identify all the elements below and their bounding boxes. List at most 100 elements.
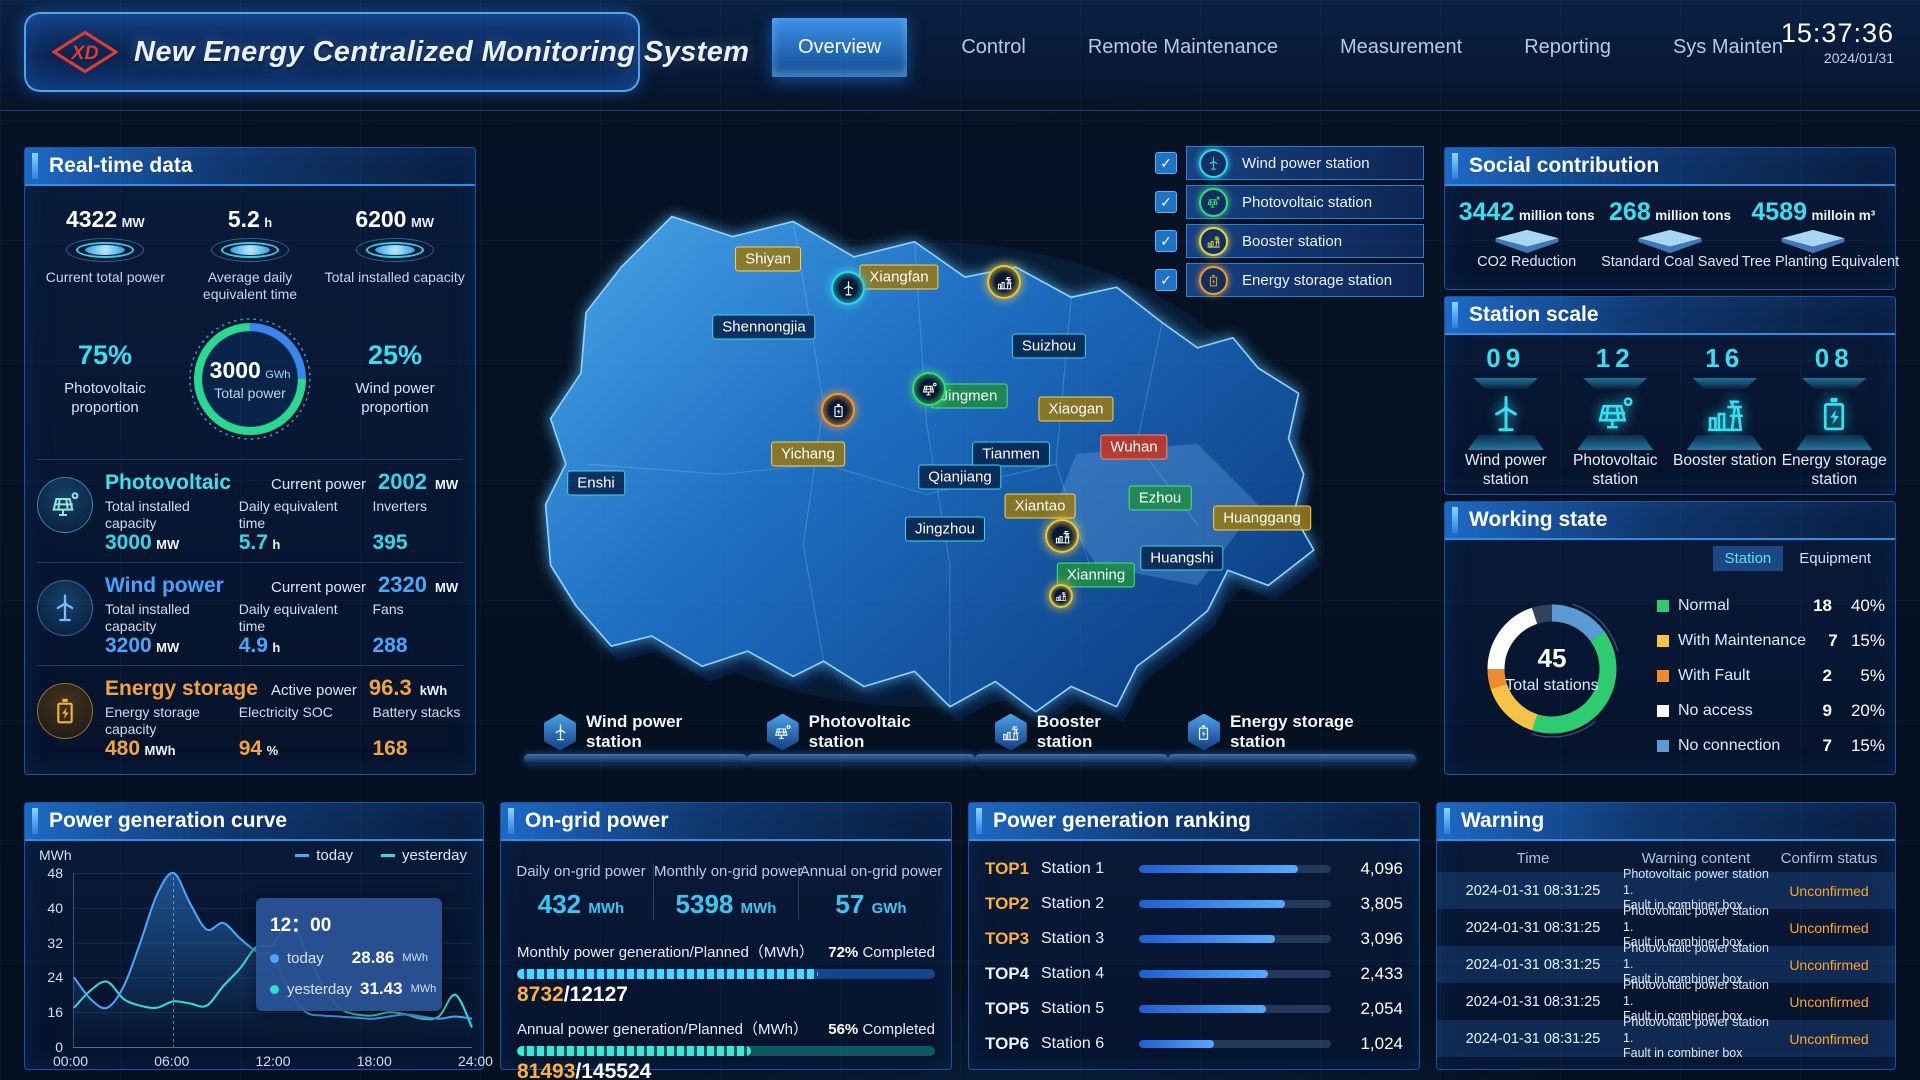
- map-legend-item: Wind power station: [524, 708, 747, 764]
- current-power-label: Current power: [271, 476, 367, 493]
- station-name: Station 6: [1041, 1034, 1105, 1052]
- ranking-bar: [1139, 934, 1331, 943]
- social-label: Standard Coal Saved: [1601, 254, 1739, 270]
- warning-status: Unconfirmed: [1789, 919, 1869, 936]
- warning-status: Unconfirmed: [1789, 993, 1869, 1010]
- station-filter-item[interactable]: Booster station: [1186, 224, 1424, 258]
- warning-row[interactable]: 2024-01-31 08:31:25 Photovoltaic power s…: [1437, 978, 1895, 1023]
- station-filter-checkbox[interactable]: ✓: [1155, 269, 1177, 291]
- station-scale-item: 09 Wind power station: [1451, 343, 1561, 489]
- y-tick: 0: [55, 1038, 63, 1055]
- section-stat: Total installed capacity 3000 MW: [105, 498, 190, 555]
- station-filter-item[interactable]: Photovoltaic station: [1186, 185, 1424, 219]
- ranking-value: 3,805: [1360, 893, 1403, 913]
- warning-content: Photovoltaic power station 1. Fault in c…: [1623, 978, 1769, 1024]
- progress-bar: [517, 1046, 935, 1056]
- social-unit: million tons: [1518, 208, 1595, 223]
- map-station-marker[interactable]: [987, 265, 1021, 299]
- series-dot: [270, 953, 279, 963]
- station-type-icon: [544, 713, 576, 751]
- disc-icon: [66, 238, 145, 262]
- warning-row[interactable]: 2024-01-31 08:31:25 Photovoltaic power s…: [1437, 904, 1895, 949]
- disc-icon: [211, 238, 289, 262]
- station-type-icon: [1199, 148, 1228, 178]
- stations-donut-chart: 45 Total stations: [1467, 584, 1637, 754]
- disc-icon: [355, 238, 434, 262]
- warning-row[interactable]: 2024-01-31 08:31:25 Photovoltaic power s…: [1437, 1015, 1895, 1060]
- progress-planned: /145524: [575, 1060, 652, 1080]
- pedestal-icon: [1495, 229, 1559, 254]
- x-tick: 24:00: [457, 1053, 493, 1069]
- social-stat: 4589 milloin m³ Tree Planting Equivalent: [1742, 198, 1899, 270]
- panel-ongrid-power: On-grid power Daily on-grid power 432 MW…: [500, 802, 952, 1080]
- station-filter-item[interactable]: Energy storage station: [1186, 263, 1424, 297]
- station-type-icon: [1571, 378, 1659, 450]
- y-axis-label: MWh: [39, 847, 72, 863]
- working-state-legend-row[interactable]: No connection 7 15%: [1657, 728, 1885, 763]
- map-station-marker[interactable]: [912, 372, 946, 406]
- social-value: 3442: [1458, 198, 1515, 226]
- warning-table-header: Time Warning content Confirm status: [1516, 850, 1878, 867]
- current-power-value: 2320: [378, 572, 427, 598]
- warning-content: Photovoltaic power station 1. Fault in c…: [1623, 904, 1769, 950]
- working-state-legend-row[interactable]: Normal 18 40%: [1657, 588, 1885, 623]
- series-legend-item[interactable]: today: [295, 847, 353, 864]
- map-station-marker[interactable]: [821, 393, 855, 427]
- station-filter-checkbox[interactable]: ✓: [1155, 152, 1177, 174]
- series-legend-item[interactable]: yesterday: [380, 847, 467, 864]
- map-station-marker[interactable]: [1045, 519, 1079, 553]
- city-label: Huangshi: [1140, 545, 1224, 571]
- app-title: New Energy Centralized Monitoring System: [134, 35, 750, 68]
- nav-item[interactable]: Measurement: [1339, 36, 1463, 58]
- section-stat: Daily equivalent time 5.7 h: [238, 498, 338, 555]
- station-name: Station 4: [1041, 964, 1105, 982]
- city-label: Shiyan: [735, 246, 801, 272]
- station-type-icon: [766, 713, 799, 751]
- station-scale-item: 16 Booster station: [1670, 343, 1780, 489]
- brand-icon: XD: [52, 30, 118, 74]
- warning-row[interactable]: 2024-01-31 08:31:25 Photovoltaic power s…: [1437, 867, 1895, 912]
- station-filter-item[interactable]: Wind power station: [1186, 146, 1424, 180]
- x-tick: 12:00: [255, 1053, 291, 1069]
- city-label: Wuhan: [1100, 434, 1168, 460]
- stat-label: Current total power: [45, 269, 165, 285]
- nav-item[interactable]: Sys Mainten: [1672, 36, 1784, 58]
- wind-proportion: 25% Wind power proportion: [355, 340, 435, 416]
- city-label: Huanggang: [1213, 505, 1311, 531]
- working-state-tab[interactable]: Station: [1712, 546, 1784, 571]
- nav-item[interactable]: Overview: [772, 18, 908, 77]
- section-title: Photovoltaic: [105, 471, 232, 494]
- station-type-icon: [1187, 713, 1220, 751]
- working-state-tab[interactable]: Equipment: [1799, 550, 1871, 567]
- station-filter-checkbox[interactable]: ✓: [1155, 230, 1177, 252]
- nav-item[interactable]: Remote Maintenance: [1087, 36, 1278, 58]
- working-state-legend-row[interactable]: No access 9 20%: [1657, 693, 1885, 728]
- energy-section-icon: [37, 477, 93, 533]
- station-name: Station 3: [1041, 929, 1105, 947]
- station-scale-label: Energy storage station: [1781, 452, 1887, 488]
- social-label: CO2 Reduction: [1477, 254, 1577, 270]
- panel-title-ongrid: On-grid power: [501, 803, 951, 841]
- warning-status: Unconfirmed: [1789, 882, 1869, 899]
- map-legend: Wind power station Photovoltaic station …: [524, 708, 1417, 764]
- map-station-marker[interactable]: [1049, 584, 1073, 608]
- warning-row[interactable]: 2024-01-31 08:31:25 Photovoltaic power s…: [1437, 941, 1895, 986]
- social-stat: 3442 million tons CO2 Reduction: [1455, 198, 1598, 270]
- total-power-gauge: 3000 GWh Total power: [184, 313, 316, 445]
- working-state-legend-row[interactable]: With Maintenance 7 15%: [1657, 623, 1885, 658]
- progress-planned: /12127: [563, 983, 628, 1006]
- station-filter-checkbox[interactable]: ✓: [1155, 191, 1177, 213]
- rank-badge: TOP5: [985, 998, 1030, 1018]
- map-legend-item: Photovoltaic station: [746, 708, 975, 764]
- legend-color-swatch: [1657, 739, 1669, 752]
- station-type-icon: [1199, 226, 1228, 256]
- panel-title-warning: Warning: [1437, 803, 1895, 841]
- nav-item[interactable]: Reporting: [1524, 36, 1611, 58]
- ranking-bar: [1139, 899, 1331, 908]
- station-type-icon: [994, 713, 1027, 751]
- nav-item[interactable]: Control: [961, 36, 1026, 58]
- city-label: Xiangfan: [859, 264, 939, 290]
- y-tick: 48: [47, 865, 63, 881]
- working-state-legend-row[interactable]: With Fault 2 5%: [1657, 658, 1885, 693]
- map-station-marker[interactable]: [831, 271, 865, 305]
